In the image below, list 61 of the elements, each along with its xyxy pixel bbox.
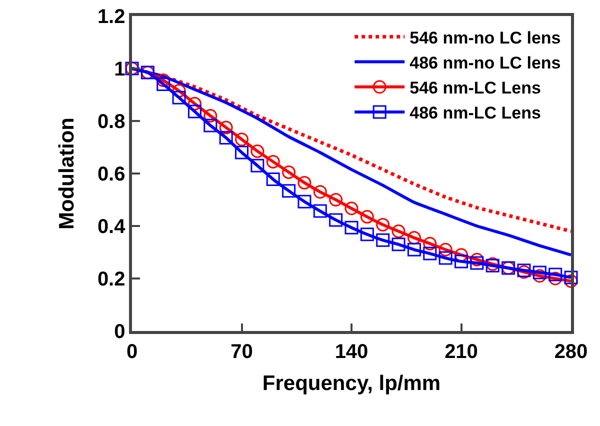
point <box>438 251 452 265</box>
point <box>564 274 578 288</box>
point <box>392 238 406 252</box>
x-tick-label: 280 <box>554 340 588 363</box>
y-axis-title: Modulation <box>56 118 79 230</box>
point <box>188 104 202 118</box>
point <box>548 268 562 282</box>
point <box>407 242 421 256</box>
point <box>376 218 390 232</box>
point <box>282 184 296 198</box>
point <box>454 248 468 262</box>
point <box>344 202 358 216</box>
point <box>204 118 218 132</box>
point <box>376 233 390 247</box>
point <box>344 220 358 234</box>
point <box>329 213 343 227</box>
point <box>235 132 248 146</box>
y-tick-label: 1.2 <box>97 6 126 28</box>
point <box>423 236 437 250</box>
point <box>219 131 233 145</box>
x-tick-label: 70 <box>230 340 253 363</box>
x-axis-title: Frequency, lp/mm <box>262 372 441 395</box>
point <box>407 231 421 245</box>
point <box>360 228 374 242</box>
y-tick-label: 0.2 <box>97 268 126 290</box>
point <box>329 193 343 206</box>
point <box>470 256 484 270</box>
y-tick-label: 0 <box>114 321 126 343</box>
point <box>204 109 218 122</box>
point <box>298 176 312 190</box>
legend-label: 546 nm-LC Lens <box>410 78 541 98</box>
point <box>250 144 264 158</box>
point <box>266 172 280 186</box>
point <box>298 194 312 208</box>
legend-label: 486 nm-no LC lens <box>410 53 561 72</box>
point <box>235 146 248 160</box>
point <box>392 224 406 238</box>
point <box>532 269 546 283</box>
y-tick-label: 0.8 <box>97 111 126 133</box>
y-tick-label: 1 <box>114 58 126 80</box>
point <box>360 210 374 224</box>
point <box>470 252 484 266</box>
point <box>564 270 578 284</box>
y-tick-label: 0.4 <box>97 216 126 238</box>
point <box>532 266 546 280</box>
x-tick-label: 210 <box>444 340 478 363</box>
point <box>250 158 264 172</box>
x-tick-label: 140 <box>334 340 368 363</box>
point <box>423 246 437 260</box>
point <box>219 120 233 134</box>
point <box>172 90 186 104</box>
y-tick-label: 0.6 <box>97 164 126 186</box>
legend-label: 486 nm-LC Lens <box>410 104 541 123</box>
point <box>156 78 170 91</box>
point <box>282 165 296 179</box>
point <box>266 154 280 168</box>
point <box>313 204 327 218</box>
legend-label: 546 nm-no LC lens <box>410 28 561 48</box>
point <box>438 242 452 256</box>
point <box>454 254 468 268</box>
point <box>313 185 327 199</box>
